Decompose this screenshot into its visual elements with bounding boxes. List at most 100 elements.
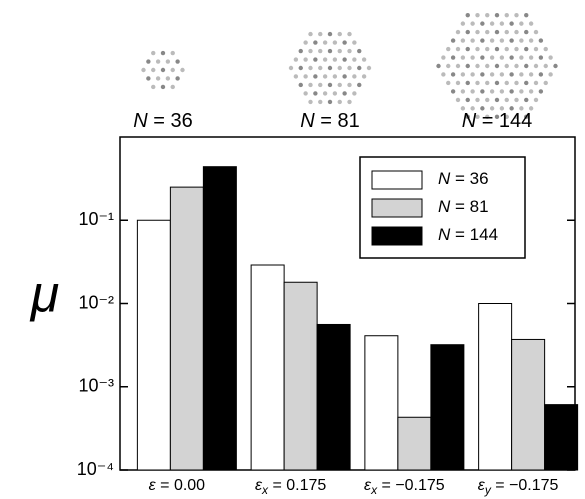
atom: [495, 47, 499, 51]
atom: [534, 47, 538, 51]
atom: [490, 38, 494, 42]
atom: [308, 100, 312, 104]
atom: [475, 13, 479, 17]
legend-label: N = 144: [438, 225, 498, 244]
atom: [456, 30, 460, 34]
y-tick-label: 10⁻⁴: [77, 459, 114, 479]
atom: [303, 74, 307, 78]
atom: [328, 66, 332, 70]
atom: [480, 21, 484, 25]
atom: [318, 83, 322, 87]
atom: [299, 66, 303, 70]
atom: [146, 76, 150, 80]
atom: [534, 81, 538, 85]
atom: [303, 40, 307, 44]
atom: [461, 38, 465, 42]
atom: [519, 21, 523, 25]
atom: [519, 55, 523, 59]
bar: [137, 220, 170, 470]
atom: [313, 57, 317, 61]
atom: [166, 76, 170, 80]
bar: [545, 405, 578, 470]
atom: [490, 72, 494, 76]
atom: [303, 91, 307, 95]
atom: [303, 57, 307, 61]
atom: [323, 40, 327, 44]
atom: [466, 64, 470, 68]
atom: [161, 85, 165, 89]
atom: [514, 81, 518, 85]
x-tick-label: εy = −0.175: [478, 477, 559, 497]
atom: [352, 74, 356, 78]
x-tick-label: ε = 0.00: [149, 477, 206, 494]
atom: [357, 66, 361, 70]
atom: [475, 64, 479, 68]
atom: [328, 83, 332, 87]
atom: [367, 66, 371, 70]
atom: [362, 57, 366, 61]
atom: [490, 21, 494, 25]
atom: [524, 13, 528, 17]
bar: [398, 417, 431, 470]
atom: [446, 64, 450, 68]
atom: [151, 85, 155, 89]
atom: [529, 21, 533, 25]
atom: [357, 49, 361, 53]
atom: [490, 55, 494, 59]
atom: [509, 89, 513, 93]
atom: [180, 68, 184, 72]
atom: [166, 59, 170, 63]
atom: [524, 64, 528, 68]
atom: [446, 47, 450, 51]
flake-label: N = 144: [462, 110, 533, 132]
y-tick-label: 10⁻¹: [78, 209, 114, 229]
atom: [529, 55, 533, 59]
atom: [466, 13, 470, 17]
legend-label: N = 81: [438, 197, 489, 216]
atom: [495, 64, 499, 68]
atom: [156, 59, 160, 63]
y-axis-label: μ: [29, 266, 60, 324]
atom: [318, 66, 322, 70]
atom: [323, 57, 327, 61]
atom: [514, 30, 518, 34]
atom: [347, 32, 351, 36]
atom: [534, 98, 538, 102]
atom: [485, 64, 489, 68]
atom: [318, 32, 322, 36]
atom: [539, 55, 543, 59]
atom: [485, 47, 489, 51]
atom: [519, 38, 523, 42]
atom: [529, 89, 533, 93]
atom: [509, 55, 513, 59]
atom: [495, 30, 499, 34]
atom: [456, 81, 460, 85]
atom: [171, 85, 175, 89]
atom: [505, 47, 509, 51]
atom: [524, 30, 528, 34]
atom: [347, 49, 351, 53]
atom: [461, 89, 465, 93]
atom: [328, 32, 332, 36]
atom: [500, 21, 504, 25]
atom: [308, 49, 312, 53]
atom: [161, 51, 165, 55]
atom: [308, 83, 312, 87]
legend-label: N = 36: [438, 169, 489, 188]
atom: [485, 30, 489, 34]
bar: [479, 304, 512, 471]
atom: [328, 49, 332, 53]
atom: [524, 47, 528, 51]
atom: [485, 81, 489, 85]
flake-image: [141, 51, 184, 89]
atom: [509, 38, 513, 42]
atom: [299, 49, 303, 53]
atom: [475, 81, 479, 85]
atom: [548, 72, 552, 76]
atom: [175, 59, 179, 63]
atom: [495, 81, 499, 85]
legend-swatch: [372, 199, 422, 217]
atom: [347, 83, 351, 87]
atom: [175, 76, 179, 80]
atom: [318, 100, 322, 104]
